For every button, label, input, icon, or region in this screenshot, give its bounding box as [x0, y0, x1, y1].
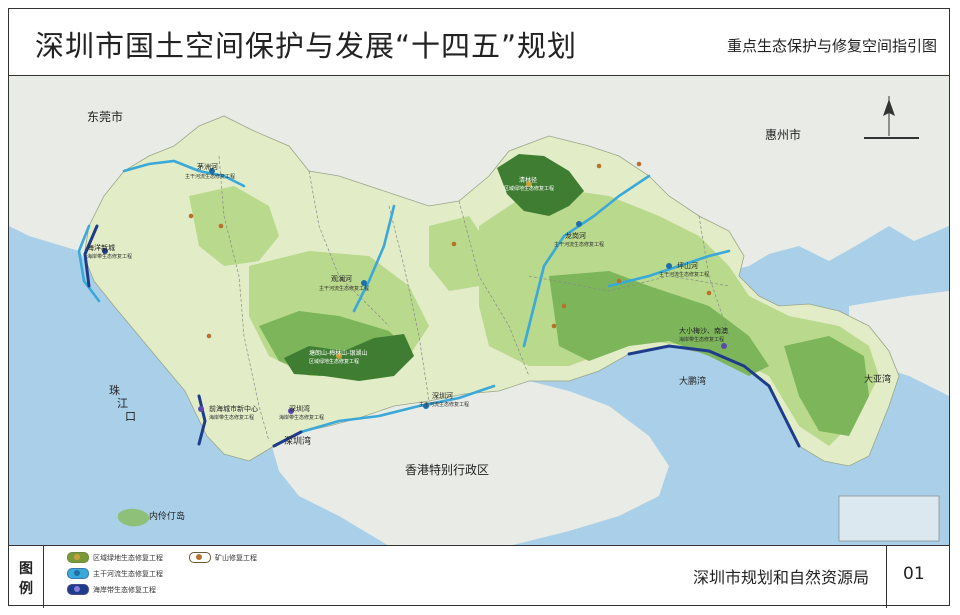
legend-label: 主干河流生态修复工程 [93, 569, 163, 578]
project-yangtai-sub: 区域绿地生态修复工程 [309, 358, 359, 365]
footer: 图 例 区域绿地生态修复工程 矿山修复工程 主干河流生态修复工程 海岸带生态修复… [9, 545, 949, 608]
project-longgang: 龙岗河 [565, 231, 586, 240]
map-subtitle: 重点生态保护与修复空间指引图 [726, 37, 937, 55]
label-pearl-2: 江 [117, 397, 128, 410]
project-dameisha-sub: 海岸带生态修复工程 [679, 336, 724, 343]
legend-swatch-river [67, 568, 89, 579]
project-shenzhen-river-sub: 主干河流生态修复工程 [419, 401, 469, 408]
agency-name: 深圳市规划和自然资源局 [692, 568, 869, 587]
legend-title-1: 图 [19, 561, 33, 577]
label-dapeng-bay: 大鹏湾 [679, 375, 706, 387]
project-shenzhen-bay: 深圳湾 [289, 404, 310, 413]
map-frame: 深圳市国土空间保护与发展“十四五”规划 重点生态保护与修复空间指引图 [8, 8, 950, 608]
project-maozhou: 茅洲河 [197, 162, 218, 171]
river-network [77, 159, 731, 434]
project-maozhou-sub: 主干河流生态修复工程 [185, 173, 235, 180]
project-haiyang: 海洋新城 [87, 243, 115, 252]
project-guanlan: 观澜河 [331, 274, 352, 283]
project-shenzhen-bay-sub: 海岸带生态修复工程 [279, 414, 324, 421]
inset-map-frame [838, 495, 940, 542]
legend-swatch-coast [67, 584, 89, 595]
label-hongkong: 香港特别行政区 [405, 462, 489, 477]
project-qianhai: 前海城市新中心 [209, 404, 258, 413]
project-guanlan-sub: 主干河流生态修复工程 [319, 285, 369, 292]
label-neilingding: 内伶仃岛 [149, 510, 185, 522]
legend-item-river-restoration: 主干河流生态修复工程 [67, 568, 163, 579]
project-pingshan-sub: 主干河流生态修复工程 [659, 271, 709, 278]
project-dameisha: 大小梅沙、南澳 [679, 326, 728, 335]
guanlan-river-line [352, 204, 396, 313]
legend-label: 海岸带生态修复工程 [93, 585, 156, 594]
label-shenzhen-bay: 深圳湾 [284, 435, 311, 447]
vegetation-layer [189, 154, 879, 446]
maozhou-river-line [122, 159, 246, 188]
project-haiyang-sub: 海岸带生态修复工程 [87, 253, 132, 260]
map-area: 东莞市 惠州市 珠 江 口 香港特别行政区 深圳湾 大鹏湾 大亚湾 内伶仃岛 茅… [9, 76, 949, 546]
project-longgang-sub: 主干河流生态修复工程 [554, 241, 604, 248]
district-boundaries [218, 155, 730, 442]
legend-heading: 图 例 [9, 546, 44, 608]
legend-item-green-restoration: 区域绿地生态修复工程 [67, 552, 163, 563]
coastal-restoration [83, 224, 801, 448]
legend-title-2: 例 [19, 581, 33, 597]
map-svg: 东莞市 惠州市 珠 江 口 香港特别行政区 深圳湾 大鹏湾 大亚湾 内伶仃岛 茅… [9, 76, 949, 546]
outside-land-daya [849, 291, 949, 396]
shenzhen-river-line [299, 384, 496, 434]
legend-item-coast-restoration: 海岸带生态修复工程 [67, 584, 156, 595]
north-arrow-icon [864, 96, 919, 139]
legend-swatch-green [67, 552, 89, 563]
project-qianhai-sub: 海岸带生态修复工程 [209, 414, 254, 421]
label-daya-bay: 大亚湾 [864, 373, 891, 385]
label-pearl-1: 珠 [109, 383, 120, 397]
page-number-box: 01 [886, 546, 949, 608]
label-dongguan: 东莞市 [87, 109, 123, 124]
project-qinglin: 清林径 [519, 176, 537, 184]
longgang-river-line [522, 174, 651, 348]
page-number: 01 [903, 564, 925, 584]
neilingding-island [117, 508, 150, 527]
project-yangtai: 塘朗山-梅林山-银湖山 [309, 349, 367, 357]
legend: 区域绿地生态修复工程 矿山修复工程 主干河流生态修复工程 海岸带生态修复工程 [49, 552, 429, 606]
project-shenzhen-river: 深圳河 [432, 391, 453, 400]
legend-label: 矿山修复工程 [215, 553, 257, 562]
legend-item-mine-restoration: 矿山修复工程 [189, 552, 257, 563]
legend-swatch-mine [189, 552, 211, 563]
project-markers: 茅洲河 主干河流生态修复工程 海洋新城 海岸带生态修复工程 观澜河 主干河流生态… [87, 161, 728, 421]
label-huizhou: 惠州市 [765, 127, 801, 142]
western-coast-line [77, 224, 101, 303]
project-qinglin-sub: 区域绿地生态修复工程 [504, 185, 554, 192]
header: 深圳市国土空间保护与发展“十四五”规划 重点生态保护与修复空间指引图 [9, 9, 949, 76]
pingshan-river-line [607, 249, 731, 288]
region-labels: 东莞市 惠州市 珠 江 口 香港特别行政区 深圳湾 大鹏湾 大亚湾 内伶仃岛 [87, 109, 891, 522]
label-pearl-3: 口 [125, 410, 136, 423]
legend-label: 区域绿地生态修复工程 [93, 553, 163, 562]
project-pingshan: 坪山河 [677, 261, 698, 270]
page-title: 深圳市国土空间保护与发展“十四五”规划 [35, 29, 578, 63]
